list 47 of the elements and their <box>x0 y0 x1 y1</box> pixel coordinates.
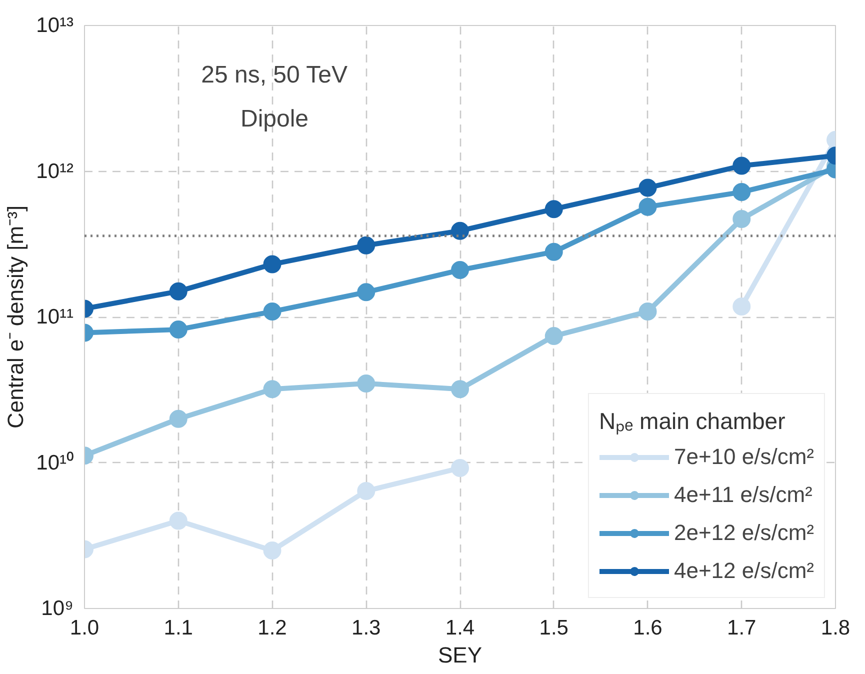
point <box>357 236 376 254</box>
point <box>544 327 563 346</box>
legend-label: 4e+12 e/s/cm² <box>674 557 814 585</box>
x-tick-label: 1.3 <box>352 616 381 640</box>
x-tick-label: 1.7 <box>727 616 756 640</box>
point <box>638 302 657 321</box>
y-tick-label: 10¹⁰ <box>36 451 74 474</box>
point <box>169 320 188 339</box>
point <box>732 210 751 228</box>
point <box>263 542 282 560</box>
annotation: 25 ns, 50 TeV <box>201 62 348 88</box>
point <box>169 512 188 530</box>
y-axis-title: Central e⁻ density [m⁻³] <box>3 205 28 429</box>
y-tick-label: 10¹² <box>36 160 74 183</box>
point <box>732 183 751 202</box>
point <box>544 242 563 261</box>
point <box>544 200 563 218</box>
annotation: Dipole <box>240 106 309 132</box>
x-axis-title: SEY <box>438 642 482 668</box>
point <box>263 380 282 398</box>
x-tick-label: 1.5 <box>539 616 568 640</box>
point <box>451 380 469 398</box>
legend-title: Nₚₑ main chamber <box>598 407 786 436</box>
point <box>638 178 657 197</box>
point <box>451 261 469 280</box>
point <box>638 198 657 216</box>
point <box>263 302 282 321</box>
point <box>357 283 376 302</box>
x-tick-label: 1.1 <box>164 616 193 640</box>
point <box>451 222 469 240</box>
point <box>451 459 469 478</box>
point <box>357 374 376 392</box>
point <box>263 255 282 274</box>
x-tick-label: 1.6 <box>633 616 662 640</box>
point <box>169 282 188 300</box>
legend-label: 4e+11 e/s/cm² <box>674 481 812 509</box>
y-tick-label: 10¹³ <box>36 14 74 37</box>
point <box>169 410 188 428</box>
point <box>357 482 376 500</box>
legend-label: 2e+12 e/s/cm² <box>674 519 814 547</box>
point <box>732 298 751 316</box>
point <box>732 156 751 175</box>
y-tick-label: 10¹¹ <box>36 306 74 328</box>
legend-label: 7e+10 e/s/cm² <box>674 443 814 471</box>
x-tick-label: 1.2 <box>258 616 287 640</box>
x-tick-label: 1.8 <box>820 616 850 640</box>
x-tick-label: 1.4 <box>445 616 475 640</box>
